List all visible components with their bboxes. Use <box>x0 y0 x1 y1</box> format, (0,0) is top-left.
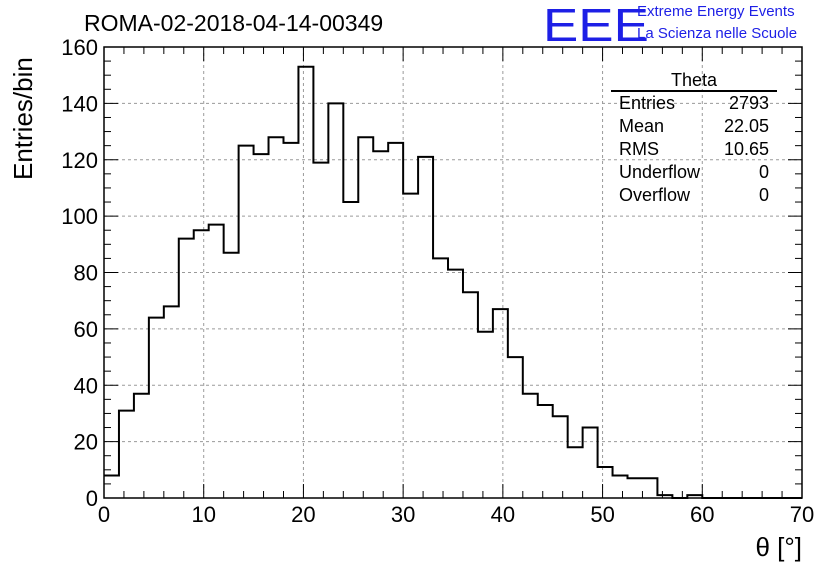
stats-row-overflow: Overflow 0 <box>611 184 777 207</box>
x-tick-label: 20 <box>291 502 315 527</box>
y-tick-label: 140 <box>61 91 98 116</box>
histogram-series <box>104 65 802 499</box>
stats-title: Theta <box>611 70 777 92</box>
eee-logo: EEE <box>543 0 649 51</box>
y-tick-labels: 0 20 40 60 80 100 120 140 160 <box>61 35 98 511</box>
stats-value: 22.05 <box>723 116 769 136</box>
y-tick-label: 80 <box>74 261 98 286</box>
x-tick-label: 50 <box>590 502 614 527</box>
x-tick-label: 40 <box>491 502 515 527</box>
grid-lines <box>104 47 802 498</box>
logo-line-2: La Scienza nelle Scuole <box>637 25 798 42</box>
stats-row-underflow: Underflow 0 <box>611 161 777 184</box>
x-tick-labels: 0 10 20 30 40 50 60 70 <box>98 502 814 527</box>
chart-title: ROMA-02-2018-04-14-00349 <box>84 10 384 36</box>
x-tick-label: 70 <box>790 502 814 527</box>
stats-value: 0 <box>758 185 769 205</box>
x-axis-label: θ [°] <box>755 532 802 562</box>
x-tick-label: 10 <box>191 502 215 527</box>
stats-value: 10.65 <box>723 139 769 159</box>
y-tick-label: 120 <box>61 148 98 173</box>
x-tick-label: 0 <box>98 502 110 527</box>
y-tick-label: 160 <box>61 35 98 60</box>
stats-label: Mean <box>619 116 665 136</box>
y-axis-label: Entries/bin <box>8 57 38 180</box>
x-tick-label: 60 <box>690 502 714 527</box>
logo-line-1: Extreme Energy Events <box>637 3 795 20</box>
stats-label: Underflow <box>619 162 701 182</box>
axes <box>103 46 803 499</box>
stats-value: 0 <box>758 162 769 182</box>
stats-box: Theta Entries 2793 Mean 22.05 RMS 10.65 Underf… <box>611 70 777 207</box>
stats-label: RMS <box>619 139 659 159</box>
stats-label: Entries <box>619 93 676 113</box>
histogram-step-line <box>104 65 802 499</box>
x-tick-label: 30 <box>391 502 415 527</box>
stats-value: 2793 <box>728 93 769 113</box>
stats-label: Overflow <box>619 185 691 205</box>
stats-row-entries: Entries 2793 <box>611 92 777 115</box>
stats-row-mean: Mean 22.05 <box>611 115 777 138</box>
y-tick-label: 40 <box>74 373 98 398</box>
y-tick-label: 60 <box>74 317 98 342</box>
y-tick-label: 20 <box>74 430 98 455</box>
stats-rows: Entries 2793 Mean 22.05 RMS 10.65 Underflow 0 Ov… <box>611 92 777 207</box>
stats-row-rms: RMS 10.65 <box>611 138 777 161</box>
y-tick-label: 100 <box>61 204 98 229</box>
y-tick-label: 0 <box>86 486 98 511</box>
